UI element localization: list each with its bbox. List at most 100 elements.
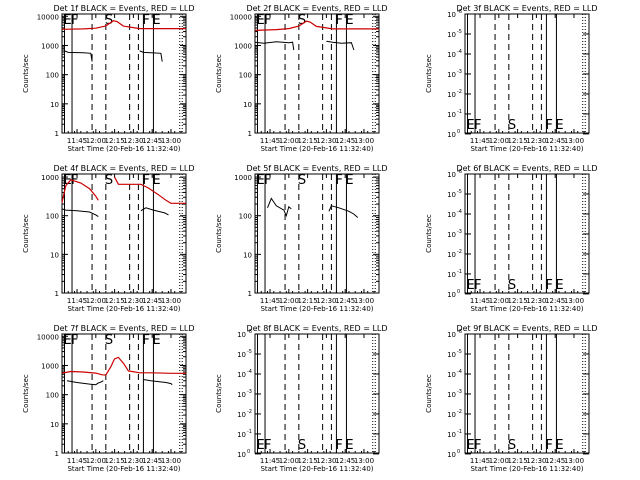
y-tick-label: 10	[447, 371, 456, 379]
panel-det-1f: Det 1f BLACK = Events, RED = LLD 1 10 100 10…	[22, 4, 195, 153]
y-tick-label: 10	[237, 351, 246, 359]
x-tick-label: 12:00	[489, 137, 509, 145]
y-axis-ticks: 1 10 100 1000 10000	[37, 333, 186, 458]
x-tick-label: 12:30	[526, 297, 546, 305]
y-axis-ticks: 1 10 100 1000 10000	[230, 13, 379, 138]
y-tick-label-base: 10	[447, 411, 456, 419]
panel-title: Det 1f BLACK = Events, RED = LLD	[53, 4, 194, 13]
y-tick-label-base: 10	[237, 371, 246, 379]
x-tick-label: 11:45	[260, 137, 280, 145]
x-tick-label: 12:30	[123, 297, 143, 305]
series-group	[61, 20, 186, 62]
y-tick-label: 10	[447, 71, 456, 79]
y-tick-label: 10	[237, 371, 246, 379]
marker-label-e: E	[257, 438, 265, 453]
y-tick-label-base: 10	[447, 131, 456, 139]
event-markers: E EF FS	[467, 174, 586, 293]
x-tick-label: 12:30	[123, 457, 143, 465]
y-tick-label-base: 10	[237, 411, 246, 419]
y-tick-label-exponent: -1	[457, 429, 462, 435]
x-tick-label: 13:00	[161, 137, 181, 145]
marker-label-f: F	[545, 278, 552, 293]
x-tick-label: 13:00	[354, 137, 374, 145]
marker-label-f: F	[264, 173, 271, 188]
y-axis-ticks: 1 10 100 1000	[41, 174, 186, 298]
series-events-line	[328, 205, 359, 218]
y-tick-label-base: 10	[447, 291, 456, 299]
x-tick-label: 12:45	[142, 457, 162, 465]
panel-title: Det 3f BLACK = Events, RED = LLD	[456, 4, 597, 13]
y-tick-label-exponent: -1	[247, 429, 252, 435]
y-tick-label: 10	[447, 51, 456, 59]
y-tick-label: 1000	[41, 174, 59, 182]
y-tick-label: 10	[447, 431, 456, 439]
y-tick-label-exponent: -5	[457, 349, 462, 355]
x-tick-label: 11:45	[470, 297, 490, 305]
y-tick-label-exponent: -6	[457, 169, 462, 175]
marker-label-e: E	[467, 118, 475, 133]
panel-title: Det 5f BLACK = Events, RED = LLD	[246, 164, 387, 173]
y-axis-ticks: 1 10 100 1000	[234, 174, 379, 298]
y-axis-label: Counts/sec	[425, 54, 433, 93]
y-tick-label-base: 10	[447, 271, 456, 279]
y-tick-label-exponent: -5	[457, 29, 462, 35]
x-tick-label: 11:45	[67, 457, 87, 465]
x-tick-label: 12:00	[86, 457, 106, 465]
y-tick-label-base: 10	[447, 371, 456, 379]
x-tick-label: 11:45	[260, 457, 280, 465]
marker-label-f: F	[335, 13, 342, 28]
y-tick-label-base: 10	[447, 31, 456, 39]
event-markers: E EF FS	[257, 13, 376, 133]
panel-title: Det 6f BLACK = Events, RED = LLD	[456, 164, 597, 173]
series-group	[267, 197, 359, 218]
y-tick-label: 10	[447, 411, 456, 419]
panel-det-2f: Det 2f BLACK = Events, RED = LLD 1 10 100 10…	[215, 4, 388, 153]
y-tick-label-exponent: -4	[457, 49, 462, 55]
x-tick-label: 11:45	[260, 297, 280, 305]
y-tick-label: 1000	[41, 42, 59, 50]
event-markers: E EF FS	[257, 334, 376, 453]
marker-label-e: E	[345, 13, 353, 28]
x-tick-label: 12:15	[508, 297, 528, 305]
series-events-line	[64, 50, 93, 62]
series-events-line	[267, 197, 292, 218]
marker-label-e: E	[555, 438, 563, 453]
y-tick-label: 10	[447, 351, 456, 359]
x-tick-label: 12:30	[316, 137, 336, 145]
y-tick-label-exponent: -6	[457, 9, 462, 15]
x-tick-label: 12:00	[279, 137, 299, 145]
marker-label-f: F	[142, 333, 149, 348]
y-tick-label: 10	[447, 391, 456, 399]
x-axis-label: Start Time (20-Feb-16 11:32:40)	[67, 305, 180, 313]
y-tick-label-base: 10	[447, 11, 456, 19]
y-tick-label: 10	[447, 231, 456, 239]
marker-label-e: E	[64, 13, 72, 28]
y-tick-label: 100	[46, 213, 59, 221]
y-tick-label-base: 10	[447, 191, 456, 199]
x-tick-label: 12:30	[526, 457, 546, 465]
y-tick-label-base: 10	[447, 451, 456, 459]
marker-label-e: E	[64, 333, 72, 348]
panel-title: Det 4f BLACK = Events, RED = LLD	[53, 164, 194, 173]
y-tick-label-exponent: -3	[457, 69, 462, 75]
series-events-line	[254, 41, 295, 51]
marker-label-e: E	[152, 173, 160, 188]
marker-label-f: F	[474, 278, 481, 293]
x-tick-label: 13:00	[354, 457, 374, 465]
y-tick-label: 10	[237, 331, 246, 339]
y-axis-label: Counts/sec	[22, 54, 30, 93]
y-tick-label-base: 10	[237, 391, 246, 399]
series-events-line	[140, 207, 169, 216]
panel-title: Det 7f BLACK = Events, RED = LLD	[53, 324, 194, 333]
y-axis-label: Counts/sec	[215, 374, 223, 413]
x-tick-label: 12:45	[335, 297, 355, 305]
x-tick-label: 12:00	[489, 297, 509, 305]
y-tick-label: 10	[243, 101, 252, 109]
